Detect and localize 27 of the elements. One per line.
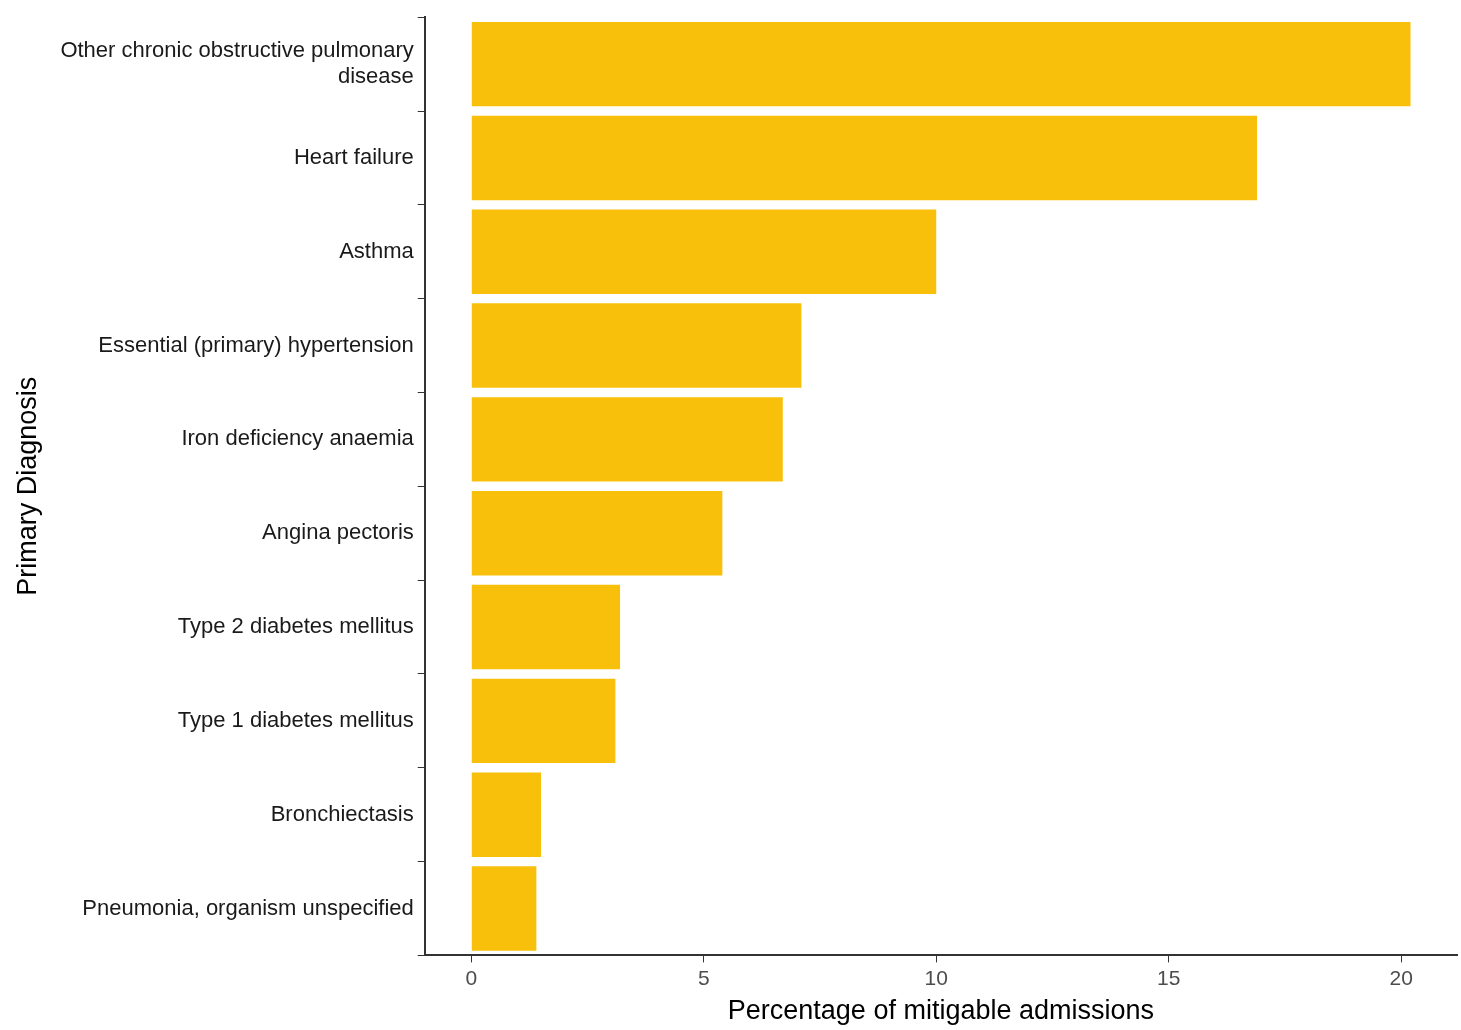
bar (471, 584, 621, 670)
bar (471, 303, 802, 388)
bar (471, 772, 542, 857)
y-axis-title: Primary Diagnosis (11, 376, 42, 596)
x-tick-label: 15 (1157, 965, 1181, 989)
y-tick-label: Essential (primary) hypertension (98, 331, 414, 357)
bar (471, 397, 783, 482)
y-tick-label: Asthma (339, 237, 415, 263)
y-tick-label: Angina pectoris (262, 519, 414, 545)
x-tick-label: 5 (697, 965, 710, 989)
bar (471, 866, 537, 951)
y-tick-label: Heart failure (293, 143, 414, 169)
y-tick-label: Type 2 diabetes mellitus (177, 613, 414, 639)
y-tick-label: Other chronic obstructive pulmonary disease (60, 36, 414, 89)
bar (471, 21, 1411, 107)
y-tick-label: Iron deficiency anaemia (181, 425, 415, 451)
y-tick-label: Bronchiectasis (270, 800, 414, 826)
x-tick-label: 20 (1389, 965, 1413, 989)
x-axis-title: Percentage of mitigable admissions (727, 995, 1154, 1026)
bar (471, 115, 1258, 201)
y-tick-label: Pneumonia, organism unspecified (82, 894, 414, 920)
bar (471, 490, 723, 576)
bar (471, 678, 616, 764)
x-tick-label: 0 (465, 965, 478, 989)
x-tick-label: 10 (924, 965, 948, 989)
y-tick-label: Type 1 diabetes mellitus (177, 706, 414, 732)
bar (471, 209, 937, 294)
